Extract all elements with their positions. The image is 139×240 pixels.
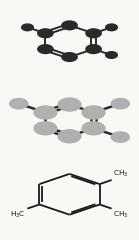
Circle shape: [111, 99, 129, 109]
Circle shape: [10, 99, 28, 109]
Circle shape: [22, 24, 33, 31]
Circle shape: [86, 45, 101, 54]
Text: CH$_3$: CH$_3$: [113, 169, 128, 179]
Circle shape: [58, 130, 81, 143]
Circle shape: [38, 45, 53, 54]
Circle shape: [82, 106, 105, 119]
Circle shape: [82, 122, 105, 135]
Circle shape: [34, 122, 57, 135]
Circle shape: [111, 132, 129, 142]
Circle shape: [106, 24, 117, 31]
Circle shape: [58, 98, 81, 111]
Circle shape: [34, 106, 57, 119]
Text: H$_3$C: H$_3$C: [10, 209, 26, 220]
Text: CH$_3$: CH$_3$: [113, 209, 128, 220]
Circle shape: [62, 53, 77, 61]
Circle shape: [86, 29, 101, 38]
Circle shape: [38, 29, 53, 38]
Circle shape: [106, 52, 117, 58]
Circle shape: [62, 21, 77, 30]
